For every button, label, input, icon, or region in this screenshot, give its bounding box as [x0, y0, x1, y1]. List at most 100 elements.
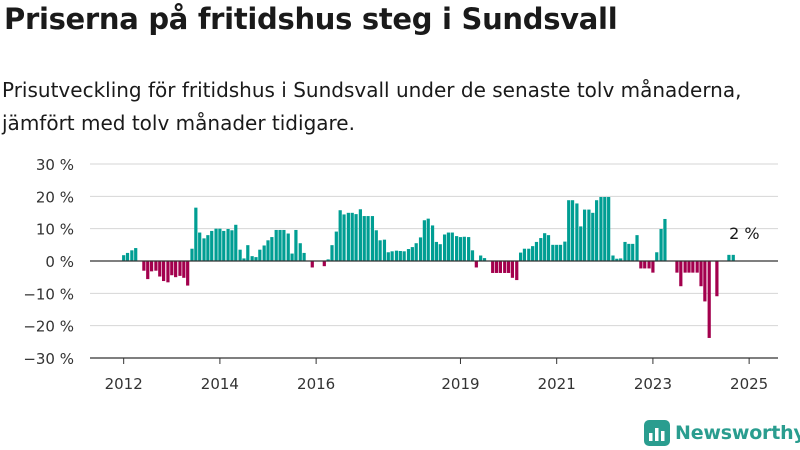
bar	[166, 261, 170, 283]
bar	[679, 261, 683, 287]
bar	[238, 249, 242, 261]
bar	[302, 252, 306, 261]
bar	[458, 237, 463, 261]
y-tick-label: 0 %	[45, 253, 74, 271]
bar	[334, 231, 338, 261]
bar	[278, 229, 282, 261]
x-tick-label: 2023	[634, 375, 672, 393]
bar	[579, 226, 583, 261]
bar	[222, 230, 226, 261]
bar-chart: 30 %20 %10 %0 %−10 %−20 %−30 % 2012 2014 2…	[23, 156, 778, 393]
bar	[250, 256, 254, 261]
bar	[230, 230, 234, 261]
bar	[274, 229, 278, 261]
brand-name: Newsworthy	[675, 422, 800, 444]
bar	[134, 248, 138, 261]
bar	[438, 244, 442, 261]
bar	[506, 261, 511, 273]
bar	[170, 261, 174, 276]
bar	[326, 259, 330, 261]
bar	[591, 212, 595, 261]
bar	[455, 236, 459, 261]
bar	[663, 218, 667, 261]
bar	[182, 261, 186, 278]
bar	[198, 232, 202, 261]
bar	[555, 244, 559, 261]
bar	[194, 207, 198, 261]
bar	[567, 200, 571, 261]
bar	[286, 233, 290, 261]
bar	[366, 216, 370, 261]
y-tick-label: 20 %	[36, 188, 74, 206]
bar	[218, 228, 222, 261]
bar	[410, 247, 414, 261]
bar	[390, 251, 394, 261]
bar	[358, 209, 362, 261]
bar	[570, 200, 575, 261]
bar	[619, 258, 623, 261]
bar	[154, 261, 158, 271]
y-tick-label: −10 %	[23, 285, 74, 303]
bar	[450, 232, 454, 261]
bar	[631, 243, 635, 261]
bar	[531, 246, 535, 261]
bar	[611, 255, 615, 261]
bar	[330, 245, 334, 261]
bar	[615, 258, 619, 261]
bar	[422, 220, 426, 261]
bar	[214, 228, 218, 261]
bar	[587, 209, 591, 261]
bar	[470, 250, 475, 261]
bar	[370, 216, 375, 261]
annotations: 2 %	[729, 224, 759, 243]
bar	[691, 261, 695, 273]
bar	[130, 250, 134, 261]
bar	[178, 261, 182, 276]
bar	[186, 261, 190, 286]
bar	[266, 240, 270, 261]
bar	[378, 240, 382, 261]
bar	[254, 257, 258, 261]
bar	[158, 261, 162, 277]
bar	[418, 237, 423, 261]
bar	[474, 261, 478, 268]
x-tick-label: 2012	[105, 375, 143, 393]
bar	[310, 261, 314, 268]
bar	[242, 258, 246, 261]
bar	[546, 235, 551, 261]
bars	[122, 196, 735, 338]
bar	[655, 252, 659, 261]
bar	[350, 212, 354, 261]
bar	[162, 261, 166, 282]
x-tick-label: 2014	[201, 375, 239, 393]
axes	[90, 260, 778, 364]
bar	[290, 253, 294, 261]
bar	[498, 261, 502, 273]
bar	[575, 203, 579, 261]
bar	[142, 261, 146, 271]
newsworthy-logo-icon	[644, 420, 670, 446]
bar	[426, 218, 430, 261]
bar	[414, 243, 418, 261]
bar	[467, 237, 471, 261]
bar	[479, 255, 483, 261]
bar	[558, 244, 563, 261]
bar	[362, 216, 366, 261]
bar	[282, 229, 286, 261]
chart-subtitle: Prisutveckling för fritidshus i Sundsval…	[2, 78, 742, 135]
bar	[731, 254, 735, 261]
bar	[246, 245, 250, 261]
bar	[582, 209, 587, 261]
bar	[270, 237, 274, 261]
bar	[659, 228, 663, 261]
x-tick-label: 2021	[538, 375, 576, 393]
bar	[190, 248, 194, 261]
bar	[398, 250, 402, 261]
bar	[715, 261, 719, 297]
bar	[647, 261, 651, 269]
bar	[522, 248, 527, 261]
bar	[434, 241, 439, 261]
bar	[635, 235, 639, 261]
bar	[446, 232, 451, 261]
bar	[643, 261, 647, 269]
